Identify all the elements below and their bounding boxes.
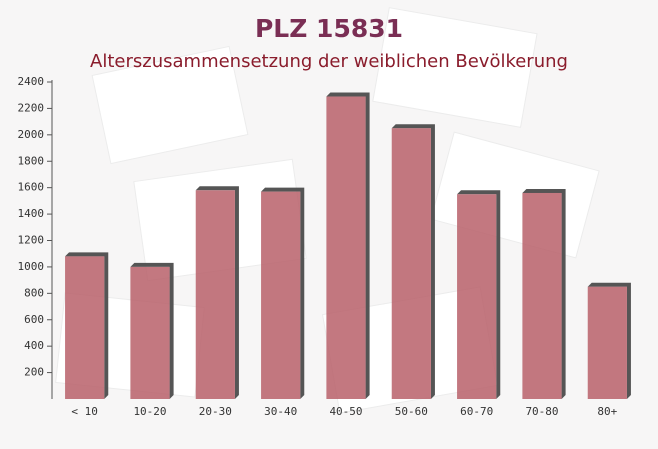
bar — [391, 128, 431, 399]
x-tick-label: 60-70 — [460, 405, 493, 418]
y-tick-label: 200 — [24, 366, 44, 379]
x-tick-label: 70-80 — [525, 405, 558, 418]
y-tick-label: 1400 — [18, 207, 45, 220]
y-tick-label: 1600 — [18, 181, 45, 194]
y-tick-label: 1200 — [18, 234, 45, 247]
bar — [587, 286, 627, 399]
x-tick-label: 50-60 — [395, 405, 428, 418]
x-tick-label: 40-50 — [329, 405, 362, 418]
x-tick-label: 30-40 — [264, 405, 297, 418]
y-tick-label: 400 — [24, 339, 44, 352]
x-tick-label: < 10 — [71, 405, 98, 418]
x-tick-label: 80+ — [597, 405, 617, 418]
y-tick-label: 2200 — [18, 101, 45, 114]
y-tick-label: 600 — [24, 313, 44, 326]
bar — [261, 191, 301, 399]
y-tick-label: 2000 — [18, 128, 45, 141]
bar — [326, 96, 366, 399]
y-tick-label: 800 — [24, 286, 44, 299]
x-tick-label: 10-20 — [133, 405, 166, 418]
bar — [522, 192, 562, 399]
bar — [457, 194, 497, 399]
chart-title: PLZ 15831 — [255, 14, 403, 43]
y-tick-label: 2400 — [18, 75, 45, 88]
bar — [130, 266, 170, 399]
chart-subtitle: Alterszusammensetzung der weiblichen Bev… — [90, 51, 568, 72]
x-tick-label: 20-30 — [199, 405, 232, 418]
bar — [195, 190, 235, 399]
y-tick-label: 1000 — [18, 260, 45, 273]
y-tick-label: 1800 — [18, 154, 45, 167]
bar — [65, 256, 105, 399]
